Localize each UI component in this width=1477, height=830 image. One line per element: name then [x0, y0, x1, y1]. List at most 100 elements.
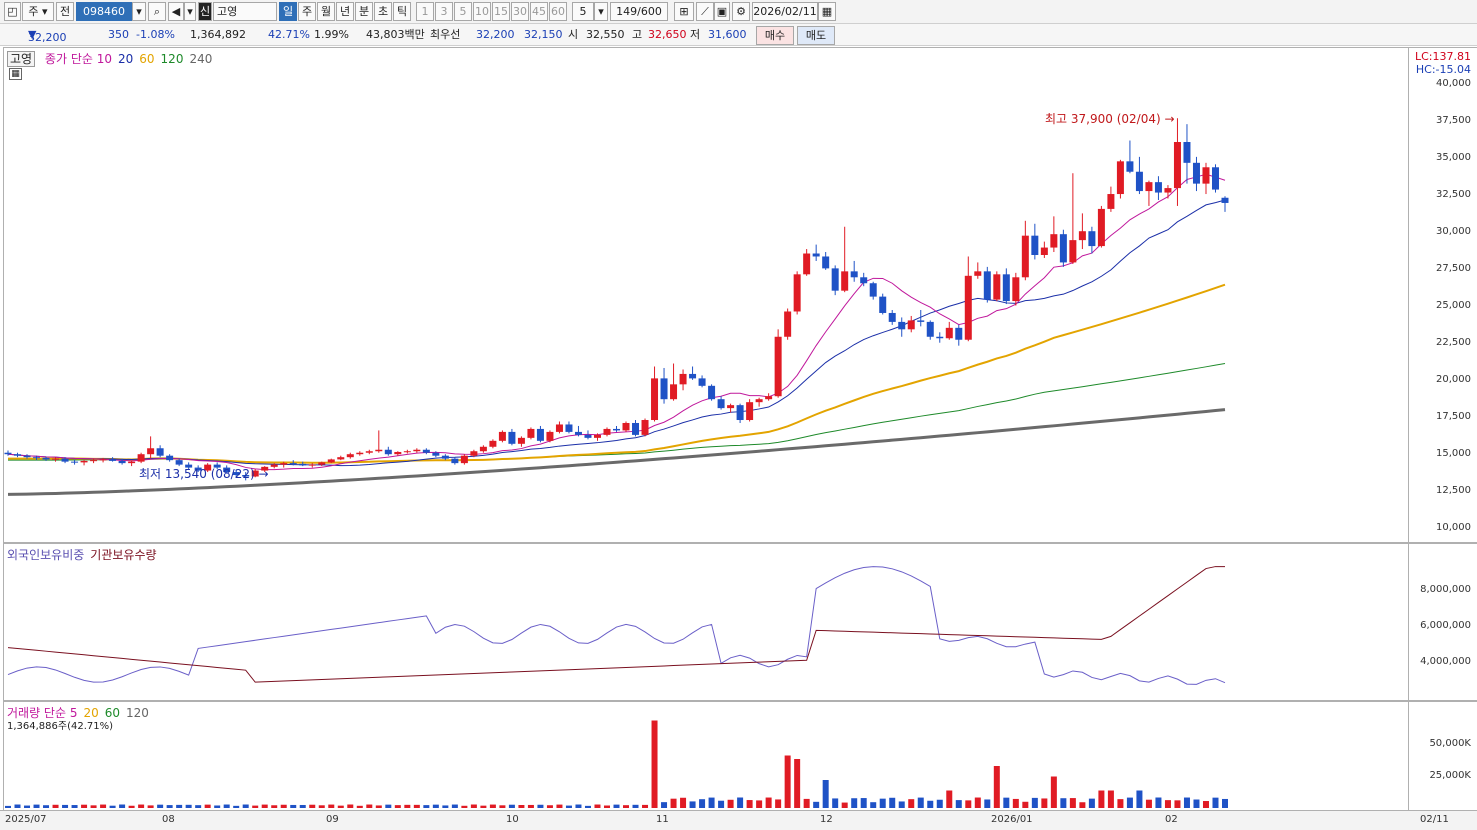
period-tab-1[interactable]: 주	[298, 2, 316, 21]
speaker-icon[interactable]: ◀	[168, 2, 184, 21]
candle-body	[1221, 197, 1229, 203]
candle-body	[632, 422, 640, 435]
market-kind-select[interactable]: 주 ▾	[22, 2, 54, 21]
trend-icon[interactable]: ⟋	[696, 2, 714, 21]
institution-holding-line	[7, 566, 1225, 683]
candle-body	[869, 283, 877, 297]
price-axis[interactable]: LC:137.81 HC:-15.04 40,000 37,500 35,000 32…	[1409, 47, 1477, 543]
volume-bar	[147, 805, 154, 808]
period-tab-4[interactable]: 분	[355, 2, 373, 21]
volume-bar	[318, 805, 325, 808]
y-tick: 10,000	[1436, 522, 1471, 533]
stock-tag[interactable]: 고영	[7, 51, 36, 67]
stock-name-field[interactable]: 고영	[213, 2, 277, 21]
candle-body	[403, 451, 411, 453]
legend-item-2: 60	[139, 52, 155, 66]
candle-body	[1088, 231, 1096, 247]
period-tab-0[interactable]: 일	[279, 2, 297, 21]
market-prev-button[interactable]: 전	[56, 2, 74, 21]
volume-bar	[908, 799, 915, 808]
y-tick: 27,500	[1436, 263, 1471, 274]
window-icon[interactable]: ◰	[4, 2, 21, 21]
volume-bar	[100, 804, 107, 808]
candle-body	[147, 448, 155, 455]
volume-bar	[1202, 801, 1209, 808]
calendar-icon[interactable]: ▦	[818, 2, 836, 21]
sell-button[interactable]: 매도	[797, 26, 835, 45]
volume-bar	[62, 804, 69, 808]
period-tab-2[interactable]: 월	[317, 2, 335, 21]
y-tick: 25,000	[1436, 300, 1471, 311]
volume-bar	[1079, 802, 1086, 808]
volume-panel[interactable]	[3, 701, 1409, 811]
candle-body	[898, 321, 906, 330]
volume-ratio: 42.71%	[268, 28, 310, 41]
buy-button[interactable]: 매수	[756, 26, 794, 45]
volume-bar	[689, 801, 696, 808]
legend-item-4: 240	[189, 52, 213, 66]
interval-tab-45[interactable]: 45	[530, 2, 548, 21]
chart-tools-icon[interactable]: ⊞	[674, 2, 694, 21]
volume-bar	[1117, 799, 1124, 808]
candle-body	[1192, 162, 1200, 184]
x-tick-label: 10	[506, 814, 519, 825]
volume-bar	[128, 805, 135, 808]
gear-icon[interactable]: ⚙	[732, 2, 750, 21]
volume-bar	[1126, 797, 1133, 808]
candle-body	[765, 396, 773, 400]
candle-body	[432, 452, 440, 456]
period-tab-6[interactable]: 틱	[393, 2, 411, 21]
volume-bar	[1003, 797, 1010, 808]
search-icon[interactable]: ⌕	[148, 2, 166, 21]
interval-tab-1[interactable]: 1	[416, 2, 434, 21]
y-tick: 25,000K	[1429, 770, 1471, 781]
candle-body	[1173, 142, 1181, 189]
high-annotation: 최고 37,900 (02/04) →	[1045, 112, 1175, 126]
interval-select[interactable]: 5	[572, 2, 594, 21]
candle-body	[1097, 208, 1105, 247]
volume-bar	[546, 805, 553, 808]
new-badge: 신	[198, 2, 212, 21]
candle-body	[1059, 234, 1067, 263]
volume-axis[interactable]: 50,000K 25,000K	[1409, 701, 1477, 811]
volume-bar	[965, 800, 972, 808]
count-field[interactable]: 149/600	[610, 2, 668, 21]
candle-body	[1135, 171, 1143, 192]
candle-body	[613, 428, 620, 431]
candle-body	[42, 457, 50, 460]
interval-tab-5[interactable]: 5	[454, 2, 472, 21]
price-panel[interactable]	[3, 47, 1409, 543]
save-icon[interactable]: ▣	[714, 2, 730, 21]
interval-tab-10[interactable]: 10	[473, 2, 491, 21]
time-axis-end: 02/11	[1420, 814, 1449, 825]
candle-body	[204, 464, 212, 471]
volume-bar	[708, 797, 715, 808]
candle-body	[441, 455, 449, 459]
grid-icon[interactable]: ▦	[9, 68, 22, 80]
x-tick-label: 12	[820, 814, 833, 825]
chevron-down-icon[interactable]: ▾	[132, 2, 146, 21]
date-field[interactable]: 2026/02/11	[752, 2, 818, 21]
interval-tab-30[interactable]: 30	[511, 2, 529, 21]
volume-bar	[432, 804, 439, 808]
interval-tab-15[interactable]: 15	[492, 2, 510, 21]
chevron-down-icon[interactable]: ▾	[184, 2, 196, 21]
interval-tab-3[interactable]: 3	[435, 2, 453, 21]
period-tab-5[interactable]: 초	[374, 2, 392, 21]
time-axis[interactable]: 2025/07 08 09 10 11 12 2026/01 02 02/11	[0, 810, 1477, 830]
volume-bar	[347, 804, 354, 808]
y-tick: 6,000,000	[1420, 620, 1471, 631]
volume-bar	[176, 804, 183, 808]
volume-bar	[984, 799, 991, 808]
holding-panel[interactable]	[3, 543, 1409, 701]
chevron-down-icon[interactable]: ▾	[594, 2, 608, 21]
code-input[interactable]: 098460	[76, 2, 132, 21]
volume-sub: 1,364,886주(42.71%)	[7, 721, 114, 732]
holding-axis[interactable]: 8,000,000 6,000,000 4,000,000	[1409, 543, 1477, 701]
candle-body	[318, 462, 326, 465]
interval-tab-60[interactable]: 60	[549, 2, 567, 21]
volume-value: 1,364,892	[190, 28, 246, 41]
period-tab-3[interactable]: 년	[336, 2, 354, 21]
candle-body	[622, 422, 630, 431]
candle-body	[185, 464, 193, 468]
